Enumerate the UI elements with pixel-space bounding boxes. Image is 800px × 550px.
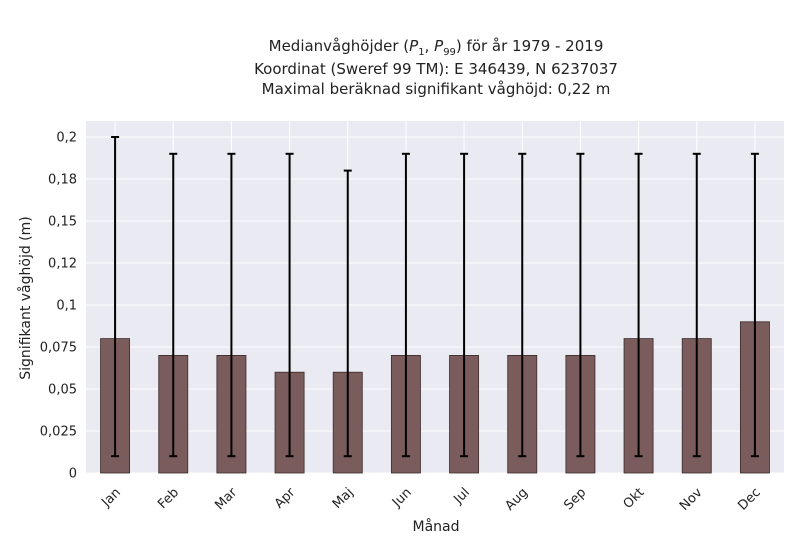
- x-tick-label: Okt: [621, 485, 648, 512]
- y-tick-label: 0,05: [48, 383, 77, 398]
- x-tick-label: Jan: [98, 485, 123, 510]
- y-tick-label: 0,12: [48, 257, 77, 272]
- y-tick-label: 0: [69, 467, 77, 482]
- x-tick-label: Dec: [735, 485, 763, 513]
- y-tick-label: 0,15: [48, 215, 77, 230]
- error-bars: [111, 136, 759, 458]
- chart-title-line-3: Maximal beräknad signifikant våghöjd: 0,…: [262, 80, 611, 98]
- y-tick-label: 0,1: [56, 299, 77, 314]
- chart-title-line-1: Medianvåghöjder (P1, P99) för år 1979 - …: [269, 37, 604, 58]
- x-tick-label: Jun: [389, 485, 415, 511]
- y-tick-label: 0,075: [40, 341, 77, 356]
- x-axis-label: Månad: [413, 518, 460, 535]
- x-tick-label: Aug: [503, 485, 532, 514]
- chart-title-line-2: Koordinat (Sweref 99 TM): E 346439, N 62…: [254, 60, 618, 78]
- x-tick-label: Feb: [155, 485, 182, 512]
- x-tick-label: Apr: [272, 485, 299, 512]
- y-tick-label: 0,2: [56, 131, 77, 146]
- y-tick-label: 0,025: [40, 425, 77, 440]
- plot-area: [86, 121, 784, 473]
- x-tick-label: Nov: [677, 485, 706, 514]
- y-axis-label: Signifikant våghöjd (m): [17, 216, 34, 379]
- x-tick-label: Mar: [212, 485, 240, 513]
- x-tick-label: Jul: [451, 485, 473, 507]
- x-tick-label: Sep: [561, 485, 589, 513]
- x-tick-label: Maj: [330, 485, 357, 512]
- y-tick-label: 0,18: [48, 173, 77, 188]
